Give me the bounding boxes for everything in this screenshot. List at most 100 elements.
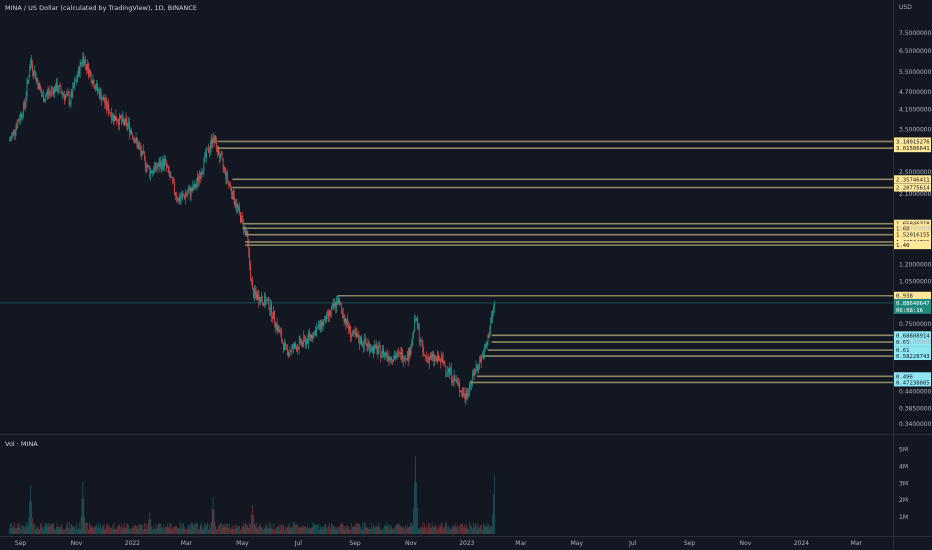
level-tag (894, 224, 931, 233)
volume-bar (102, 525, 104, 534)
candle-body (253, 288, 255, 298)
candle-body (75, 80, 76, 82)
volume-bar (58, 526, 60, 534)
volume-bar (83, 499, 85, 534)
level-tag-label: 0.496 (896, 374, 913, 380)
candle-body (362, 344, 364, 347)
volume-bar (351, 526, 353, 534)
level-tag-label: 1.60 (896, 226, 909, 232)
volume-bar (74, 525, 75, 534)
volume-bar (52, 524, 53, 534)
volume-bar (234, 525, 236, 534)
volume-bar (27, 527, 29, 534)
candle-body (211, 138, 213, 145)
candle-body (38, 83, 40, 89)
candle-body (235, 204, 237, 208)
candle-body (486, 342, 488, 348)
candle-body (464, 396, 466, 400)
candle-body (404, 357, 405, 361)
volume-bar (253, 514, 254, 534)
volume-bar (376, 526, 378, 534)
volume-bar (336, 528, 338, 534)
volume-bar (87, 522, 88, 534)
candle-body (467, 394, 469, 396)
candle-body (142, 150, 143, 155)
volume-bar (390, 524, 392, 534)
candle-body (396, 352, 398, 357)
candle-body (280, 331, 282, 334)
candle-body (450, 368, 451, 373)
volume-bar (304, 526, 305, 534)
candle-body (200, 173, 202, 179)
candle-body (197, 176, 198, 184)
volume-bar (489, 528, 491, 534)
candle-body (80, 62, 82, 64)
candle-body (358, 334, 360, 341)
volume-tick-label: 4M (899, 463, 908, 470)
volume-bar (208, 529, 209, 534)
volume-bar (105, 528, 107, 534)
volume-bar (471, 525, 472, 534)
candle-body (264, 295, 266, 305)
candle-body (36, 77, 38, 81)
candle-body (429, 357, 431, 360)
volume-bar (441, 523, 443, 534)
candle-body (177, 198, 179, 201)
volume-bar (143, 522, 145, 534)
candle-body (101, 99, 103, 102)
candle-body (255, 292, 257, 295)
candle-body (231, 186, 232, 194)
volume-bar (119, 524, 120, 534)
volume-bar (414, 482, 415, 534)
candle-body (218, 146, 219, 156)
volume-bar (129, 528, 130, 534)
y-tick-label: 5.50000000 (899, 69, 932, 76)
candle-body (481, 356, 482, 363)
candle-body (30, 60, 31, 71)
volume-bar (395, 525, 397, 534)
volume-bar (331, 524, 333, 534)
candle-body (316, 328, 317, 336)
volume-bar (243, 526, 245, 534)
candle-body (279, 331, 281, 333)
candle-body (201, 172, 203, 174)
volume-bar (432, 525, 434, 534)
volume-bar (402, 527, 404, 534)
candle-body (68, 95, 70, 104)
volume-bar (229, 523, 230, 534)
candle-body (107, 103, 108, 109)
volume-bar (138, 523, 140, 534)
candle-body (398, 352, 400, 353)
level-tag-label: 0.58228743 (896, 354, 930, 360)
candle-body (237, 204, 239, 208)
volume-bar (114, 528, 116, 534)
candle-body (145, 166, 147, 169)
volume-bar (191, 522, 193, 534)
candle-body (439, 358, 441, 363)
candle-body (106, 99, 108, 109)
candle-body (81, 63, 83, 64)
volume-bar (267, 528, 269, 534)
candle-body (420, 341, 422, 342)
candle-body (349, 325, 350, 330)
volume-bar (135, 525, 137, 534)
time-axis[interactable]: Sep Nov 2022 Mar May Jul Sep Nov 2023 Mar May Jul Se… (15, 540, 863, 547)
volume-bar (466, 524, 468, 534)
candle-body (438, 354, 439, 361)
volume-bar (172, 527, 174, 534)
price-axis[interactable]: 7.50000000 6.50000000 5.50000000 4.70000000… (899, 30, 932, 428)
volume-bar (11, 523, 12, 534)
candle-body (329, 310, 330, 317)
volume-bar (171, 529, 173, 534)
x-tick-label: Nov (740, 540, 752, 547)
volume-bar (188, 525, 190, 534)
volume-bar (146, 529, 148, 534)
candle-body (410, 348, 412, 356)
volume-bar (449, 529, 450, 534)
candle-body (262, 300, 263, 304)
volume-bar (81, 499, 83, 534)
volume-bar (460, 524, 461, 534)
volume-bar (89, 524, 91, 534)
candle-body (82, 56, 84, 64)
